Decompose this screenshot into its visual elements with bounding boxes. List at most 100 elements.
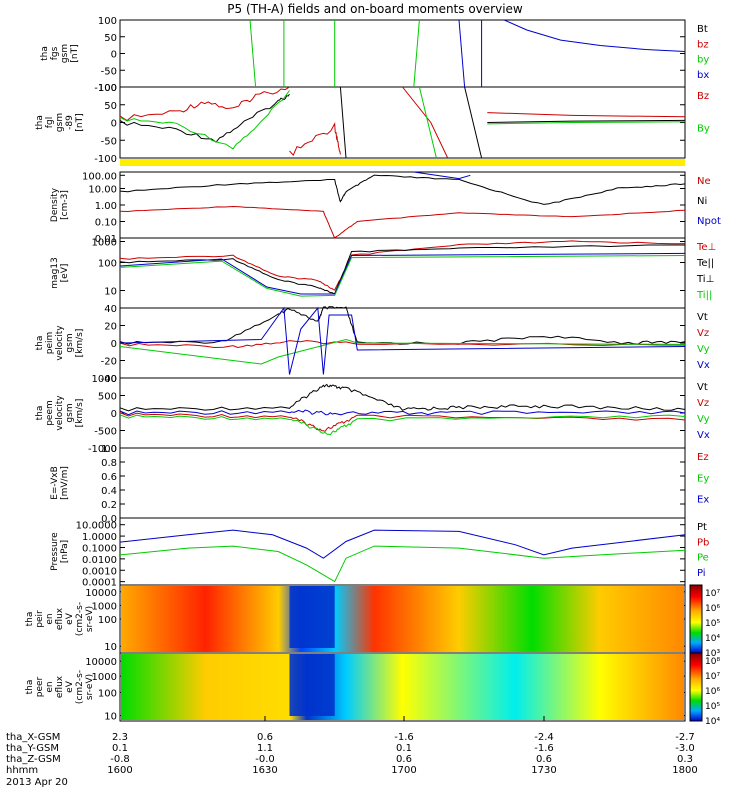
legend-entry: Vx [697, 360, 710, 371]
ylabel-line: tha [25, 680, 35, 695]
series-npot [413, 171, 471, 180]
spectrogram-electron [121, 654, 684, 720]
series-vx [119, 409, 686, 416]
ylabel-line: gsm [55, 113, 65, 132]
series-ti-perp [119, 252, 686, 295]
panel-fgl_gsm: 100 50 0 -50 -100 tha fgl gsm -89 [nT] Bz By [35, 83, 710, 165]
ylabel: tha peim velocity gsm [km/s] [35, 325, 85, 361]
ylabel-line: gsm [60, 44, 70, 63]
xaxis-tick-label: 0.6 [396, 754, 412, 765]
ytick-label: 0.1000 [82, 543, 117, 554]
series-vz [119, 340, 686, 349]
ylabel: tha peir en eflux eV (cm2-s-sr-eV) [25, 602, 95, 636]
series-bx [458, 19, 466, 88]
date-label: 2013 Apr 20 [6, 777, 68, 788]
series-bt [487, 119, 686, 123]
panel-efield: 1.0 0.8 0.6 0.4 0.2 0.0 E=-VxB [mV/m] Ez Ey Ex [50, 444, 709, 525]
ylabel: Pressure [nPa] [50, 532, 70, 571]
colorbar-label: 10⁷ [705, 672, 720, 682]
xaxis-tick-label: -2.4 [534, 732, 554, 743]
panel-fgs_gsm: 100 50 0 -50 -100 tha fgs gsm [nT] Bt bz by bx [40, 16, 709, 94]
legend-entry: Te⊥ [696, 242, 716, 253]
colorbar-label: 10⁴ [705, 634, 720, 644]
legend-entry: by [697, 55, 709, 66]
ytick-label: -100 [94, 154, 117, 165]
series-vy [119, 414, 686, 436]
series-ti-par [119, 255, 686, 297]
ylabel-line: en [45, 613, 55, 624]
ytick-label: 100 [98, 259, 117, 270]
panel-peer_spec: 10000 1000 100 10 tha peer en eflux eV (cm2-s-sr-… [25, 652, 720, 727]
legend-entry: Vz [697, 328, 709, 339]
ytick-label: 10 [104, 642, 117, 653]
panel-density: 100.00 10.00 1.00 0.10 0.01 Density [cm-3] Ne Ni… [50, 171, 721, 245]
ylabel-line: peir [35, 610, 45, 628]
xaxis-tick-label: 0.6 [536, 754, 552, 765]
ylabel: tha fgl gsm -89 [nT] [35, 113, 85, 132]
ytick-label: -20 [101, 357, 117, 368]
colorbar [689, 652, 703, 722]
ytick-label: 10.0000 [76, 521, 117, 532]
ylabel-line: [nT] [75, 113, 85, 131]
ylabel-line: velocity [55, 325, 65, 361]
legend-entry: Ne [697, 176, 711, 187]
ylabel-line: sr-eV) [85, 606, 95, 632]
legend-entry: Vt [697, 312, 708, 323]
colorbar-label: 10⁴ [705, 717, 720, 727]
ylabel-line: eV [65, 680, 75, 693]
xaxis-tick-label: 1.1 [257, 743, 273, 754]
colorbar-label: 10⁷ [705, 589, 720, 599]
ylabel-line: [nT] [70, 44, 80, 62]
ylabel-line: en [45, 681, 55, 692]
legend-entry: Pt [697, 522, 707, 533]
ylabel: mag13 [eV] [50, 257, 70, 288]
ytick-label: 1.0000 [82, 532, 117, 543]
xaxis-tick-label: 1700 [391, 765, 416, 776]
xaxis-row-label: hhmm [6, 765, 38, 776]
ylabel-line: eV [65, 612, 75, 625]
colorbar-label: 10⁶ [705, 604, 720, 614]
ylabel: tha peem velocity gsm [km/s] [35, 395, 85, 431]
panel-temperature: 1000 100 10 mag13 [eV] Te⊥ Te|| Ti⊥ Ti|| [50, 237, 716, 309]
panel-peem_velocity: 1000 500 0 -500 -1000 tha peem velocity gsm [km/s… [35, 374, 710, 455]
ytick-label: 500 [98, 392, 117, 403]
xaxis-tick-label: 0.3 [677, 754, 693, 765]
ylabel-line: fgl [45, 117, 55, 128]
colorbar-label: 10⁵ [705, 619, 720, 629]
legend-entry: Bz [697, 91, 709, 102]
ylabel-line: tha [25, 612, 35, 627]
ytick-label: 0.0 [101, 514, 117, 525]
ytick-label: 1000 [92, 672, 117, 683]
xaxis-tick-label: 1630 [252, 765, 277, 776]
ytick-label: 10 [104, 287, 117, 298]
ylabel-line: Density [50, 187, 60, 222]
legend-entry: By [697, 124, 710, 135]
ytick-label: 0 [111, 50, 117, 61]
xaxis-tick-label: -1.6 [534, 743, 554, 754]
ylabel-line: tha [35, 115, 45, 130]
ylabel-line: Pressure [50, 532, 60, 571]
colorbar [689, 584, 703, 654]
legend-entry: Bt [697, 24, 708, 35]
xaxis-row-label: tha_X-GSM [6, 732, 60, 743]
legend-entry: Vy [697, 344, 710, 355]
xaxis-tick-label: 0.1 [396, 743, 412, 754]
legend-entry: Vz [697, 398, 709, 409]
panel-frame [119, 447, 686, 519]
ytick-label: 100.00 [82, 171, 117, 182]
series-bz [402, 86, 449, 159]
ylabel-line: peem [45, 400, 55, 426]
ylabel-line: gsm [65, 403, 75, 422]
legend-entry: Vx [697, 430, 710, 441]
legend-entry: Pb [697, 537, 709, 548]
series-te-perp [119, 240, 686, 291]
xaxis-row-label: tha_Y-GSM [6, 743, 59, 754]
spectrogram-dropout [289, 654, 335, 716]
ylabel-line: peer [35, 676, 45, 697]
legend-entry: Pe [697, 553, 709, 564]
ytick-label: -50 [101, 136, 117, 147]
series-vz [119, 412, 686, 432]
